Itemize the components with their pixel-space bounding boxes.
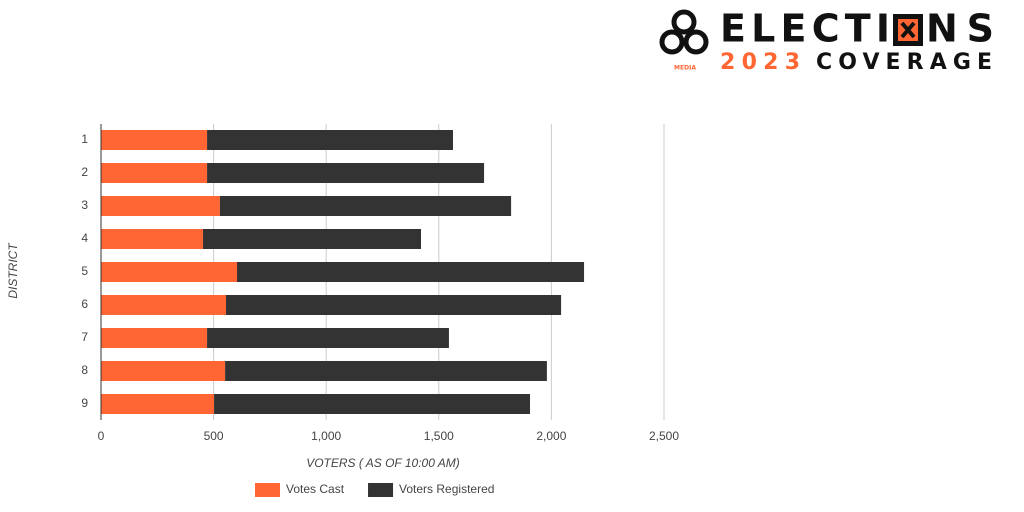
bar [214,394,531,414]
y-tick-label: 6 [81,297,88,311]
bar [101,295,226,315]
bar [101,262,238,282]
bar [219,196,512,216]
bar [101,394,215,414]
x-tick-label: 500 [204,429,224,443]
y-tick-label: 2 [81,165,88,179]
y-tick-label: 7 [81,330,88,344]
x-tick-label: 2,500 [649,429,679,443]
legend-swatch [255,483,280,497]
y-axis-title: DISTRICT [6,242,20,299]
bar [237,262,585,282]
logo-x [900,21,916,39]
x-tick-label: 2,000 [536,429,566,443]
logo-ring [659,29,685,55]
y-tick-label: 9 [81,396,88,410]
y-tick-label: 1 [81,132,88,146]
logo: MEDIA ELECTI NS 2023 COVERAGE [659,7,994,75]
legend-label: Votes Cast [286,482,345,496]
x-tick-label: 1,500 [424,429,454,443]
bar [101,229,204,249]
bar [101,163,208,183]
x-tick-label: 0 [98,429,105,443]
bar [225,361,547,381]
logo-ring [683,29,709,55]
bar [225,295,562,315]
legend-label: Voters Registered [399,482,494,496]
bar [207,328,449,348]
bar [101,196,220,216]
bar [207,130,453,150]
legend-swatch [368,483,394,497]
bar [101,130,208,150]
bar [101,361,226,381]
y-tick-label: 8 [81,363,88,377]
logo-media: MEDIA [674,65,696,72]
logo-ring [671,9,697,35]
y-tick-label: 4 [81,231,88,245]
x-tick-label: 1,000 [311,429,341,443]
x-axis-title: VOTERS ( AS OF 10:00 AM) [306,456,460,470]
logo-coverage: COVERAGE [816,50,992,75]
y-tick-label: 3 [81,198,88,212]
bar [203,229,422,249]
bar [101,328,208,348]
logo-elections-end: NS [926,7,994,51]
logo-year: 2023 [720,50,800,75]
logo-elections: ELECTI [720,7,890,51]
bar [207,163,485,183]
y-tick-label: 5 [81,264,88,278]
